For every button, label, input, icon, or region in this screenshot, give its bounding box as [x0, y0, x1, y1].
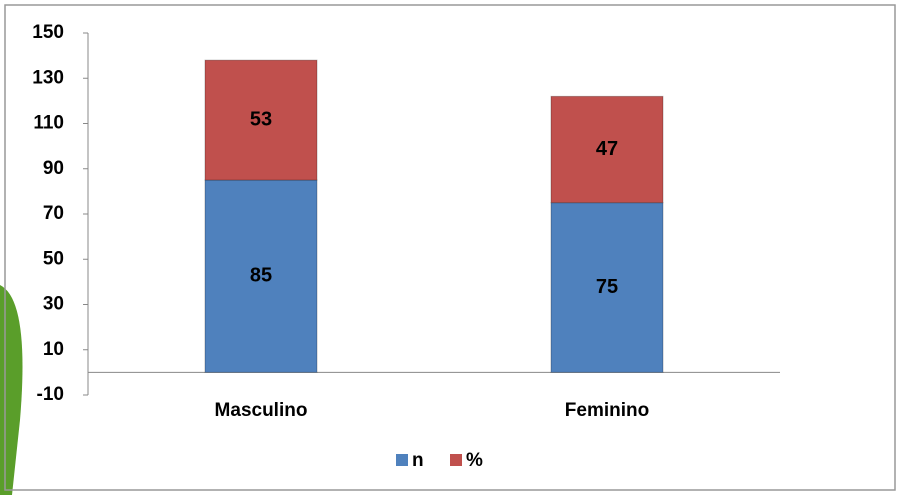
y-tick-label: 150	[32, 22, 64, 43]
x-tick-label: Feminino	[565, 400, 649, 421]
y-tick-label: 10	[43, 339, 64, 360]
legend-swatch	[450, 454, 462, 466]
bar-segment	[550, 95, 664, 204]
bar-segment	[550, 202, 664, 373]
y-tick-label: 90	[43, 158, 64, 179]
data-label: 75	[596, 276, 618, 298]
y-tick-label: 50	[43, 248, 64, 269]
legend-swatch	[396, 454, 408, 466]
y-tick-label: 110	[33, 113, 64, 134]
data-label: 85	[250, 265, 272, 287]
bar-segment	[204, 59, 318, 181]
x-tick-label: Masculino	[215, 400, 308, 421]
y-tick-label: 30	[43, 294, 64, 315]
decoration	[0, 285, 23, 495]
data-label: 53	[250, 108, 272, 130]
y-tick-label: 130	[32, 67, 64, 88]
legend-label: %	[466, 450, 483, 471]
legend-label: n	[412, 450, 424, 471]
data-label: 47	[596, 138, 618, 160]
y-tick-label: -10	[37, 384, 64, 405]
bar-segment	[204, 179, 318, 373]
chart-border	[4, 4, 896, 491]
y-tick-label: 70	[43, 203, 64, 224]
